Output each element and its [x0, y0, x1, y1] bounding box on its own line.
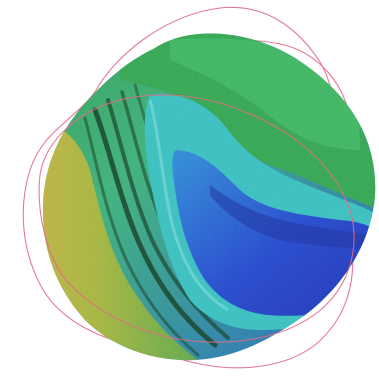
- outline-strokes-front: [38, 94, 355, 343]
